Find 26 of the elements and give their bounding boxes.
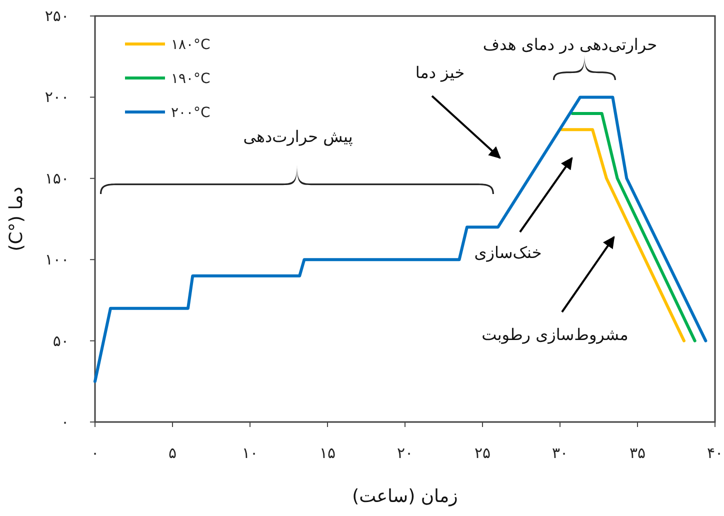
x-tick-label: ۳۵ bbox=[629, 444, 646, 462]
legend-label: ۱۸۰°C bbox=[171, 37, 211, 53]
x-tick-label: ۲۰ bbox=[396, 444, 414, 462]
x-axis-title: زمان (ساعت) bbox=[352, 486, 458, 507]
x-tick-label: ۲۵ bbox=[474, 444, 491, 462]
y-tick-label: ۵۰ bbox=[52, 332, 69, 350]
x-tick-label: ۳۰ bbox=[552, 444, 568, 462]
annotation: خیز دما bbox=[415, 63, 465, 82]
annotation: خنک‌سازی bbox=[474, 243, 542, 262]
y-tick-label: ۲۰۰ bbox=[44, 88, 69, 106]
y-tick-label: ۱۰۰ bbox=[44, 250, 69, 269]
y-axis-title: دما (°C) bbox=[6, 186, 27, 252]
y-tick-label: ۰ bbox=[60, 413, 69, 431]
annotation: حرارتی‌دهی در دمای هدف bbox=[482, 35, 658, 54]
legend-label: ۲۰۰°C bbox=[171, 105, 211, 121]
x-tick-label: ۱۰ bbox=[242, 444, 258, 462]
line-series bbox=[94, 96, 708, 383]
x-tick-label: ۴۰ bbox=[706, 444, 724, 462]
x-tick-label: ۰ bbox=[90, 444, 100, 462]
x-tick-label: ۱۵ bbox=[319, 444, 336, 462]
annotation: پیش حرارت‌دهی bbox=[243, 127, 353, 146]
legend-label: ۱۹۰°C bbox=[171, 71, 211, 87]
x-tick-label: ۵ bbox=[168, 444, 177, 462]
annotation: مشروط‌سازی رطوبت bbox=[482, 325, 628, 344]
y-tick-label: ۱۵۰ bbox=[44, 169, 69, 188]
y-tick-label: ۲۵۰ bbox=[44, 7, 69, 25]
